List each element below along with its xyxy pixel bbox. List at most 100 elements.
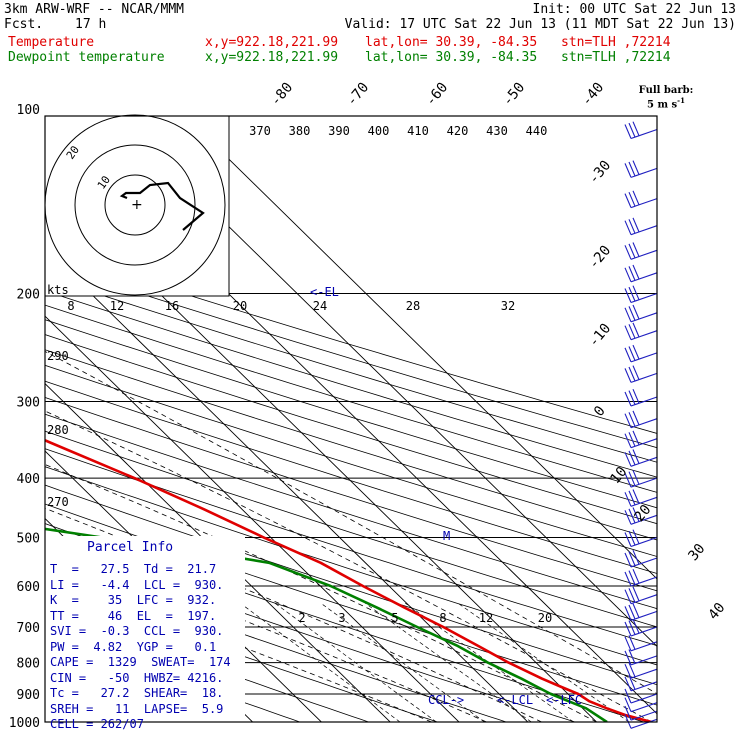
pressure-label: 500 [17, 531, 40, 546]
pressure-label: 700 [17, 621, 40, 636]
dewpoint-point [416, 626, 419, 628]
temperature-stn: stn=TLH ,72214 [561, 35, 671, 50]
parcel-info-row: CAPE = 1329 SWEAT= 174 [50, 655, 231, 669]
temperature-point [507, 661, 510, 664]
el-marker: <-EL [310, 285, 339, 299]
temperature-profile [45, 438, 652, 722]
hodograph-speed-label: 12 [110, 299, 124, 313]
hodograph-center: + [131, 197, 143, 213]
dewpoint-legend: Dewpoint temperature [8, 50, 165, 65]
mixing-ratio-label: 2 [298, 611, 305, 625]
parcel-info-row: PW = 4.82 YGP = 0.1 [50, 639, 217, 654]
temperature-point [541, 677, 543, 680]
dewpoint-point [268, 561, 270, 564]
wind-barb [624, 489, 658, 507]
temperature-point [476, 644, 479, 647]
temperature-point [403, 606, 405, 609]
wind-barb [624, 190, 658, 209]
dewpoint-point [549, 693, 552, 695]
temperature-point [577, 693, 580, 695]
theta-e-label: 290 [47, 349, 69, 363]
temperature-point [559, 685, 562, 688]
wind-barb [624, 635, 658, 652]
dewpoint-xy: x,y=922.18,221.99 [205, 50, 339, 65]
wind-barb [624, 714, 658, 729]
temperature-point [362, 585, 364, 587]
dewpoint-point [567, 700, 570, 703]
wind-barb [624, 217, 658, 236]
dry-adiabat [45, 262, 657, 449]
hodograph-ring-20 [74, 144, 196, 266]
wind-barb [624, 322, 658, 341]
pressure-label: 800 [17, 657, 40, 672]
temperature-tick-label: 40 [705, 600, 728, 623]
hodograph-ring-10 [104, 174, 166, 236]
wind-barb [624, 160, 658, 178]
wind-barb [624, 430, 658, 449]
temperature-tick-label: -70 [344, 80, 373, 110]
mixing-ratio-line [457, 602, 630, 722]
wind-barb [624, 529, 658, 548]
theta-label: 420 [447, 124, 469, 138]
wind-barb [624, 705, 658, 721]
wind-barb [624, 285, 658, 304]
temperature-point [605, 707, 608, 710]
dry-adiabat [45, 430, 657, 628]
temperature-point [319, 561, 322, 564]
theta-label: 400 [368, 124, 390, 138]
dewpoint-point [329, 585, 332, 587]
dewpoint-point [520, 677, 523, 680]
pressure-label: 900 [17, 688, 40, 703]
wind-barb [624, 121, 658, 140]
mixing-ratio-label: 20 [538, 611, 552, 625]
hodograph-speed-label: 28 [406, 299, 420, 313]
dry-adiabat [45, 397, 657, 592]
mixing-ratio-label: 12 [479, 611, 493, 625]
temperature-tick-label: -30 [586, 158, 615, 188]
wind-barb [624, 410, 658, 429]
parcel-info-row: SREH = 11 LAPSE= 5.9 [50, 701, 224, 716]
hodograph-unit: kts [47, 283, 69, 297]
valid-time: Valid: 17 UTC Sat 22 Jun 13 (11 MDT Sat … [344, 17, 736, 32]
isotherm [45, 248, 529, 722]
wind-barb [624, 568, 658, 587]
wind-barb [624, 662, 658, 679]
temperature-tick-label: -20 [586, 243, 615, 273]
hodograph-speed-label: 24 [313, 299, 327, 313]
temperature-latlon: lat,lon= 30.39, -84.35 [365, 35, 538, 50]
dewpoint-point [375, 606, 378, 609]
theta-label: 380 [289, 124, 311, 138]
temperature-tick-label: -80 [268, 80, 297, 110]
dry-adiabat [45, 585, 439, 722]
temperature-tick-label: -40 [579, 80, 608, 110]
barb-legend: Full barb: 5 m s-1 [634, 86, 698, 110]
pressure-label: 600 [17, 580, 40, 595]
dry-adiabat [45, 413, 657, 610]
pressure-label: 200 [17, 288, 40, 303]
model-title: 3km ARW-WRF -- NCAR/MMM [4, 2, 185, 17]
lfc-marker: <-LFC [546, 693, 582, 707]
dry-adiabat [45, 466, 657, 666]
dry-adiabat [45, 334, 657, 525]
fcst-value: 17 h [75, 17, 107, 32]
temperature-xy: x,y=922.18,221.99 [205, 35, 339, 50]
isotherm [45, 382, 391, 722]
mixing-ratio-label: 8 [439, 611, 446, 625]
wind-barb [624, 365, 658, 383]
temperature-point [203, 508, 206, 511]
wind-barb [624, 304, 658, 323]
parcel-info-row: CIN = -50 HWBZ= 4216. [50, 670, 224, 685]
wind-barb [624, 388, 658, 407]
temperature-tick-label: -50 [500, 80, 529, 110]
parcel-info-row: Tc = 27.2 SHEAR= 18. [50, 686, 224, 700]
m-marker: M [443, 529, 450, 543]
dry-adiabat [45, 319, 657, 509]
parcel-info-row: LI = -4.4 LCL = 930. [50, 577, 224, 592]
pressure-label: 300 [17, 395, 40, 410]
wind-barb [624, 470, 658, 488]
ccl-marker: CCL-> [428, 693, 464, 707]
pressure-label: 1000 [9, 716, 40, 731]
temperature-tick-label: -10 [586, 321, 615, 351]
theta-label: 410 [407, 124, 429, 138]
